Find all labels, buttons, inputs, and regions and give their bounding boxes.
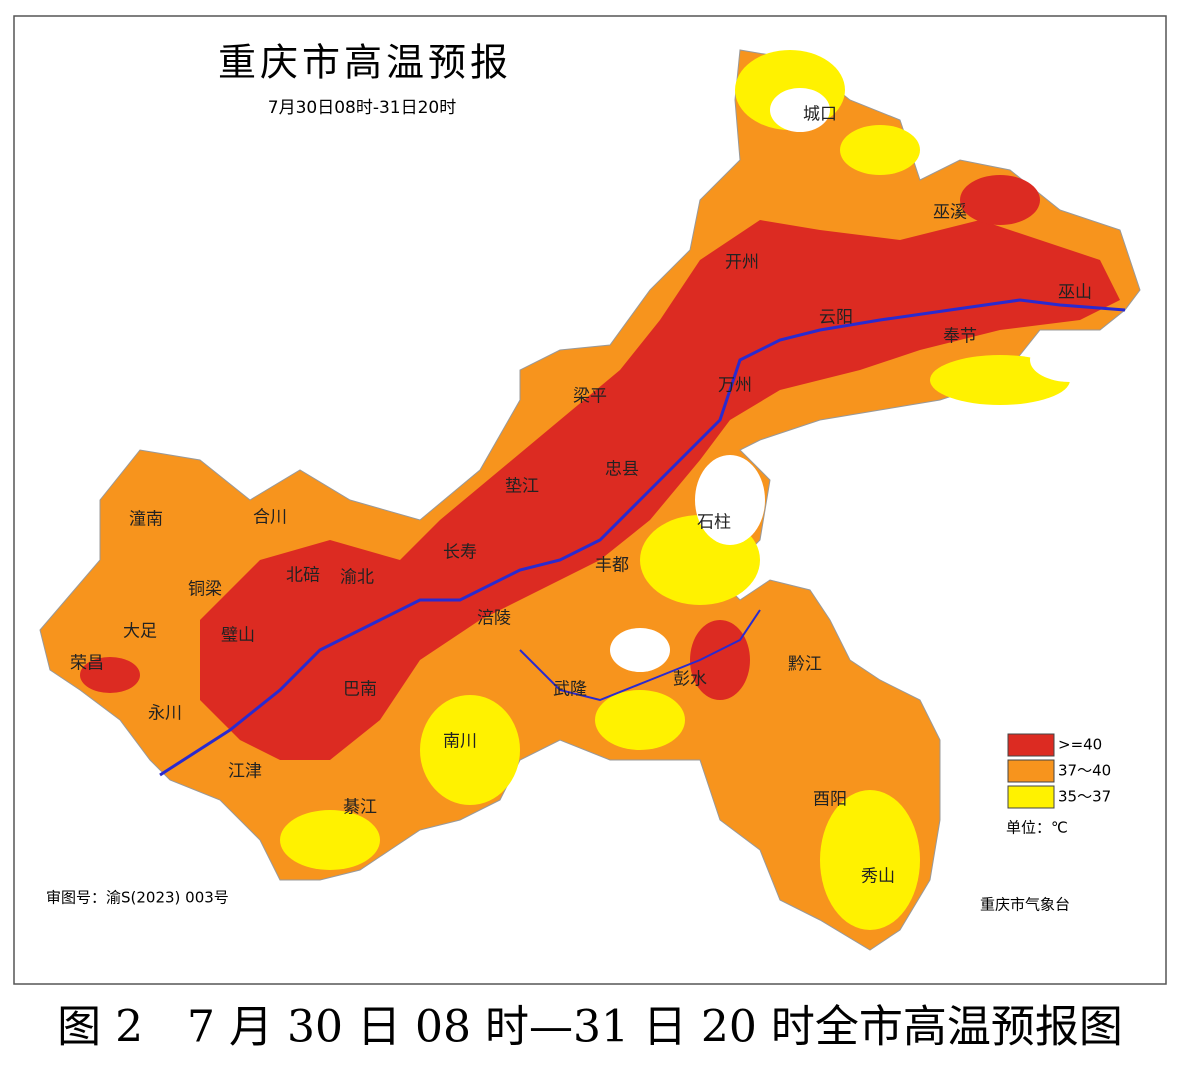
- legend-swatch: [1007, 785, 1055, 809]
- district-label: 永川: [148, 704, 182, 724]
- district-label: 渝北: [340, 568, 374, 588]
- district-label: 垫江: [505, 477, 539, 497]
- district-label: 开州: [725, 253, 759, 273]
- district-label: 璧山: [221, 626, 255, 646]
- district-label: 秀山: [861, 867, 895, 887]
- region-high: [200, 220, 1120, 760]
- legend-swatch: [1007, 759, 1055, 783]
- region-none: [695, 455, 765, 545]
- district-label: 南川: [443, 732, 477, 752]
- map-subtitle: 7月30日08时-31日20时: [268, 98, 456, 118]
- district-label: 石柱: [697, 513, 731, 533]
- district-label: 大足: [123, 622, 157, 642]
- region-low-group: [280, 50, 1070, 930]
- district-label: 城口: [803, 105, 837, 125]
- district-label: 北碚: [286, 566, 320, 586]
- river: [159, 298, 1126, 777]
- district-label: 丰都: [595, 556, 629, 576]
- district-label: 潼南: [129, 510, 163, 530]
- district-label: 万州: [718, 376, 752, 396]
- district-label: 铜梁: [188, 580, 222, 600]
- district-label: 綦江: [343, 798, 377, 818]
- district-label: 江津: [228, 762, 262, 782]
- source: 重庆市气象台: [980, 896, 1070, 914]
- figure-caption: 图 2 7 月 30 日 08 时—31 日 20 时全市高温预报图: [57, 1002, 1123, 1053]
- map-title: 重庆市高温预报: [218, 41, 512, 85]
- region-low: [820, 790, 920, 930]
- region-high: [80, 657, 140, 693]
- region-none: [1030, 338, 1110, 382]
- approval-number: 审图号：渝S(2023) 003号: [46, 889, 229, 907]
- district-label: 云阳: [819, 308, 853, 328]
- legend: >=40 37～40 35～37 单位：℃: [1006, 733, 1111, 837]
- district-label: 彭水: [673, 670, 707, 690]
- district-label: 黔江: [788, 655, 822, 675]
- region-high: [960, 175, 1040, 225]
- region-low: [840, 125, 920, 175]
- river: [519, 609, 761, 702]
- district-label: 武隆: [553, 680, 587, 700]
- district-label: 巴南: [343, 680, 377, 700]
- district-label: 荣昌: [70, 654, 104, 674]
- district-label: 梁平: [573, 387, 607, 407]
- legend-label: 37～40: [1058, 762, 1111, 780]
- district-label: 合川: [253, 508, 287, 528]
- region-none: [610, 628, 670, 672]
- district-label: 酉阳: [813, 790, 847, 810]
- district-label: 忠县: [605, 460, 639, 480]
- district-label: 涪陵: [477, 609, 511, 629]
- district-label: 长寿: [443, 543, 477, 563]
- district-label: 巫溪: [933, 203, 967, 223]
- region-low: [595, 690, 685, 750]
- legend-unit: 单位：℃: [1006, 819, 1068, 837]
- district-label: 奉节: [943, 327, 977, 347]
- region-high: [690, 620, 750, 700]
- region-low: [280, 810, 380, 870]
- region-low: [420, 695, 520, 805]
- legend-swatch: [1007, 733, 1055, 757]
- legend-label: >=40: [1058, 736, 1102, 754]
- legend-label: 35～37: [1058, 788, 1111, 806]
- district-label: 巫山: [1058, 283, 1092, 303]
- region-none: [770, 88, 830, 132]
